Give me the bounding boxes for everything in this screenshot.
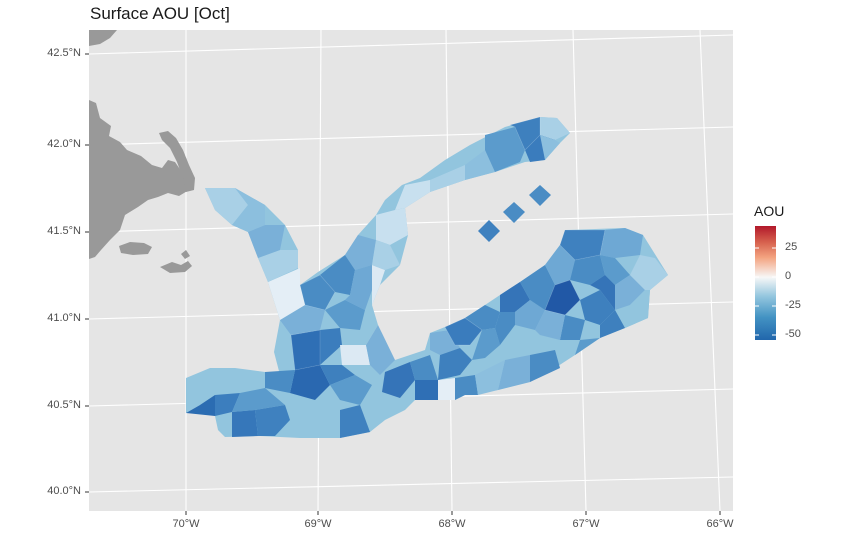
aou-cell bbox=[615, 275, 645, 310]
aou-cell bbox=[438, 378, 455, 400]
aou-cell bbox=[465, 305, 500, 330]
legend-title: AOU bbox=[754, 203, 785, 219]
y-tick-label: 41.0°N bbox=[47, 312, 81, 324]
aou-cell bbox=[475, 360, 505, 395]
aou-cell bbox=[215, 393, 240, 416]
aou-cell bbox=[395, 180, 430, 210]
aou-cell bbox=[340, 405, 370, 438]
x-tick-label: 69°W bbox=[304, 518, 332, 530]
aou-cell bbox=[540, 135, 560, 160]
aou-cell bbox=[498, 355, 530, 390]
aou-cell bbox=[265, 370, 295, 393]
x-tick-label: 70°W bbox=[172, 518, 200, 530]
aou-cell bbox=[540, 117, 570, 140]
aou-cell bbox=[455, 375, 478, 400]
y-tick-label: 40.5°N bbox=[47, 399, 81, 411]
aou-cell bbox=[415, 380, 438, 400]
aou-cell bbox=[248, 225, 285, 258]
aou-cell bbox=[503, 202, 525, 223]
aou-cell bbox=[560, 315, 585, 340]
aou-cell bbox=[232, 410, 258, 437]
chart-title: Surface AOU [Oct] bbox=[90, 4, 230, 23]
aou-cell bbox=[510, 117, 540, 150]
aou-cell bbox=[625, 290, 650, 328]
land-nantucket bbox=[160, 261, 192, 273]
aou-cell bbox=[372, 265, 385, 305]
land-nantucket-west bbox=[181, 250, 190, 259]
aou-cell bbox=[520, 265, 555, 310]
land-massachusetts bbox=[89, 100, 189, 259]
aou-cell bbox=[320, 365, 355, 385]
aou-cell bbox=[560, 230, 605, 260]
legend-tick-label: -50 bbox=[785, 328, 801, 340]
aou-cell bbox=[580, 290, 615, 325]
aou-cell bbox=[366, 325, 395, 375]
aou-cell bbox=[280, 305, 325, 335]
aou-cell bbox=[345, 265, 372, 310]
aou-cell bbox=[330, 375, 372, 405]
aou-cell bbox=[485, 127, 525, 172]
aou-cell bbox=[290, 365, 330, 400]
aou-cell bbox=[382, 362, 415, 398]
aou-cell bbox=[530, 350, 560, 382]
aou-cell bbox=[258, 250, 298, 282]
aou-cell bbox=[600, 310, 625, 338]
aou-cell bbox=[205, 188, 248, 225]
aou-field bbox=[186, 117, 668, 438]
aou-cell bbox=[345, 235, 376, 270]
aou-cell bbox=[600, 228, 643, 258]
aou-cell bbox=[438, 348, 472, 380]
aou-cell bbox=[372, 240, 400, 270]
aou-cell bbox=[232, 188, 265, 232]
aou-cell bbox=[500, 282, 530, 312]
aou-cell bbox=[515, 300, 545, 330]
aou-cell bbox=[232, 388, 285, 412]
legend-colorbar bbox=[755, 226, 776, 340]
y-tick-label: 41.5°N bbox=[47, 225, 81, 237]
aou-cell bbox=[630, 255, 668, 290]
aou-cell bbox=[495, 312, 515, 345]
y-tick-label: 42.0°N bbox=[47, 138, 81, 150]
cell-edges bbox=[290, 116, 606, 371]
x-tick-label: 68°W bbox=[438, 518, 466, 530]
aou-cell bbox=[320, 255, 355, 295]
aou-cell bbox=[340, 345, 370, 365]
aou-cell bbox=[291, 330, 320, 370]
aou-cell bbox=[535, 310, 565, 340]
aou-cell bbox=[545, 245, 575, 285]
aou-cell bbox=[472, 328, 500, 360]
aou-cell bbox=[300, 275, 335, 310]
legend-tick-label: 25 bbox=[785, 241, 798, 253]
aou-cell bbox=[255, 405, 290, 436]
aou-cell bbox=[410, 355, 438, 380]
legend-tick-label: 0 bbox=[785, 270, 792, 282]
x-tick-label: 67°W bbox=[572, 518, 600, 530]
legend-ticks bbox=[755, 247, 776, 336]
aou-cell bbox=[325, 300, 365, 330]
land-north-shore bbox=[89, 30, 117, 46]
aou-cell bbox=[186, 395, 215, 416]
land bbox=[89, 30, 195, 273]
aou-cell bbox=[376, 208, 408, 245]
aou-cell bbox=[320, 328, 342, 365]
land-cape-cod bbox=[159, 131, 195, 192]
aou-cell bbox=[590, 275, 615, 310]
aou-cell bbox=[445, 318, 482, 345]
y-tick-label: 42.5°N bbox=[47, 47, 81, 59]
aou-cell bbox=[465, 150, 495, 180]
x-tick-label: 66°W bbox=[706, 518, 734, 530]
land-marthas-vineyard bbox=[119, 242, 152, 255]
aou-cell bbox=[268, 268, 305, 320]
legend-tick-label: -25 bbox=[785, 299, 801, 311]
aou-cell bbox=[575, 338, 600, 355]
aou-cell bbox=[545, 280, 580, 315]
aou-cell bbox=[430, 165, 465, 192]
y-tick-label: 40.0°N bbox=[47, 485, 81, 497]
aou-cell bbox=[478, 220, 500, 242]
axis-ticks bbox=[85, 53, 721, 515]
aou-cell bbox=[529, 185, 551, 206]
aou-cell bbox=[570, 255, 605, 285]
